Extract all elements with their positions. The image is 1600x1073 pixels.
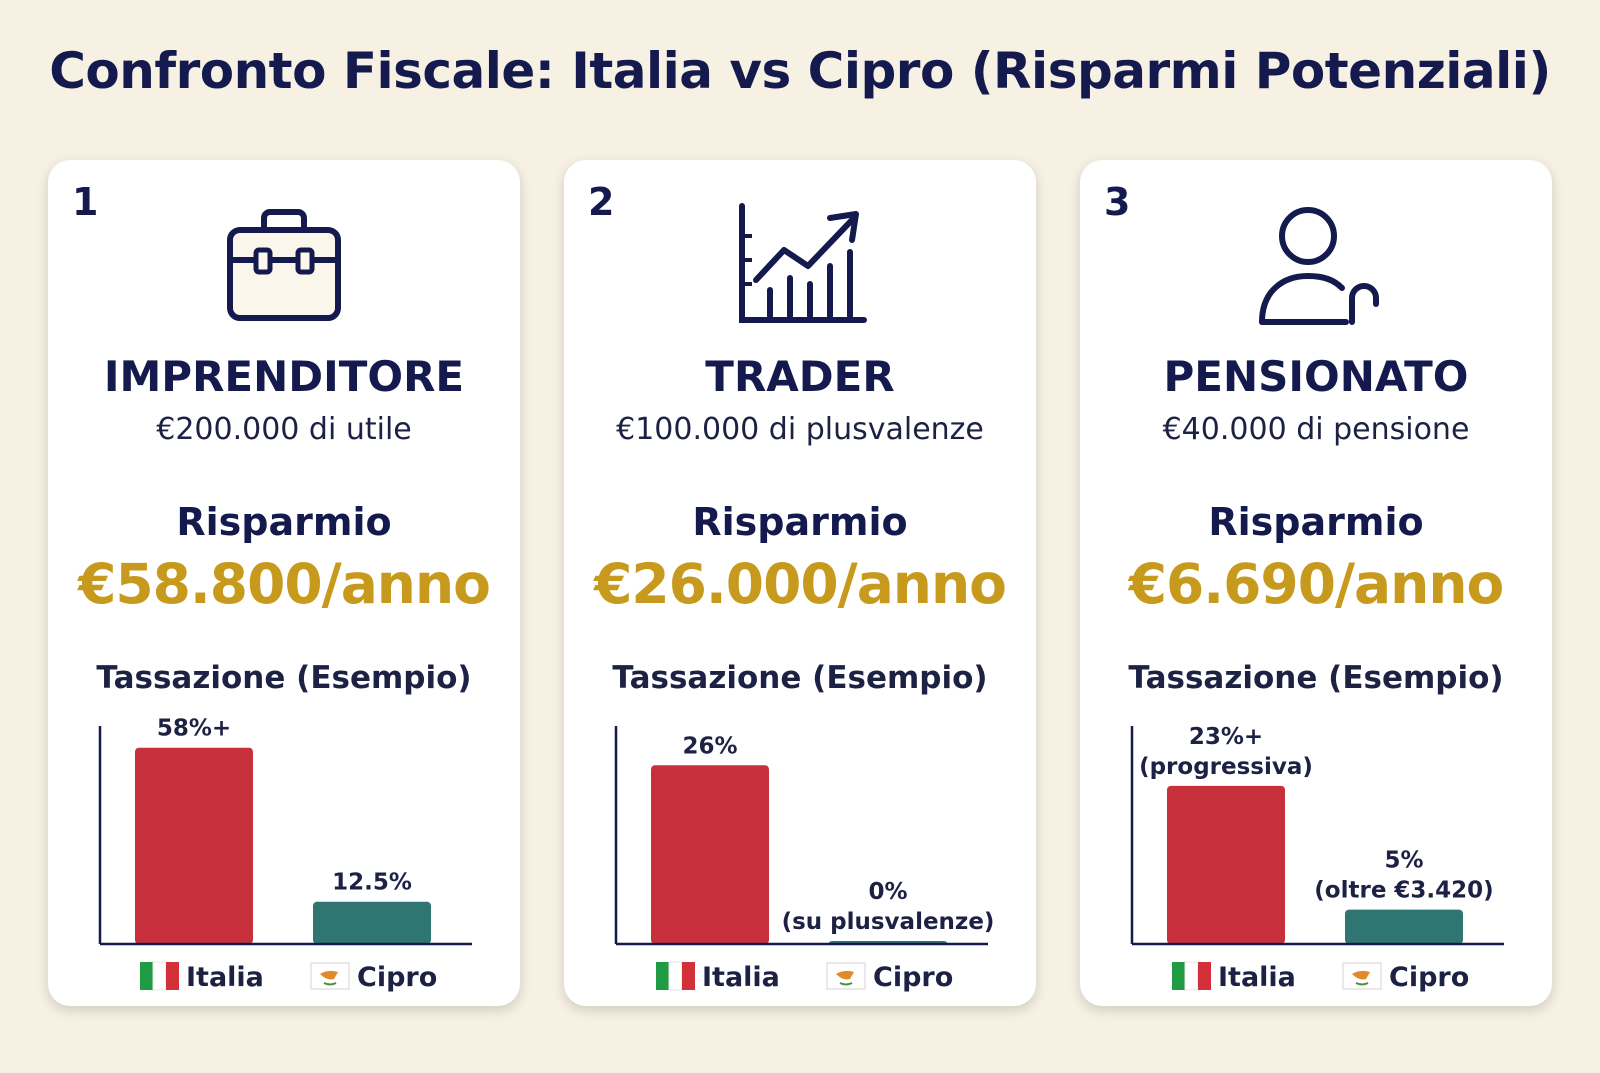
card-number: 1 — [72, 180, 99, 224]
chart-title: Tassazione (Esempio) — [96, 660, 472, 696]
page-title: Confronto Fiscale: Italia vs Cipro (Risp… — [49, 42, 1551, 100]
bar-value-label: 26% — [682, 733, 737, 759]
legend-label-italia: Italia — [702, 962, 780, 993]
saving-value: €58.800/anno — [78, 552, 491, 616]
legend-label-cipro: Cipro — [1389, 962, 1469, 993]
bar-value-label: 12.5% — [332, 870, 412, 896]
card-title: IMPRENDITORE — [103, 352, 465, 401]
cyprus-flag-icon — [310, 962, 350, 990]
saving-label: Risparmio — [1208, 500, 1424, 544]
legend-label-italia: Italia — [186, 962, 264, 993]
briefcase-icon — [214, 200, 354, 330]
bar-value-label: (su plusvalenze) — [782, 909, 995, 935]
tax-bar-chart: 58%+ 12.5% Italia Cipro — [98, 716, 472, 993]
tax-chart: 58%+ 12.5% Italia Cipro — [48, 700, 520, 1006]
trend-chart-icon — [730, 200, 870, 330]
bar-cipro — [313, 901, 431, 944]
person-icon — [1246, 200, 1386, 330]
chart-title: Tassazione (Esempio) — [1128, 660, 1504, 696]
card-subtitle: €100.000 di plusvalenze — [616, 412, 984, 447]
bar-italia — [651, 765, 769, 944]
saving-label: Risparmio — [692, 500, 908, 544]
card-subtitle: €40.000 di pensione — [1162, 412, 1470, 447]
card-title: TRADER — [705, 352, 895, 401]
bar-value-label: 5% — [1384, 848, 1423, 874]
card-trader: 2 TRADER €100.000 di plusvalenze Risparm… — [564, 160, 1036, 1006]
italy-flag-icon — [1172, 961, 1211, 991]
card-number: 3 — [1104, 180, 1131, 224]
chart-title: Tassazione (Esempio) — [612, 660, 988, 696]
legend-label-cipro: Cipro — [357, 962, 437, 993]
tax-bar-chart: 23%+ (progressiva) 5% (oltre €3.420) Italia C… — [1130, 724, 1504, 993]
bar-value-label: 58%+ — [157, 716, 231, 742]
tax-bar-chart: 26% 0% (su plusvalenze) Italia Cipro — [614, 726, 995, 993]
bar-cipro — [1345, 909, 1463, 944]
card-title: PENSIONATO — [1163, 352, 1469, 401]
bar-value-label: 23%+ — [1189, 724, 1263, 750]
italy-flag-icon — [140, 961, 179, 991]
bar-value-label: 0% — [868, 879, 907, 905]
card-imprenditore: 1 IMPRENDITORE €200.000 di utile Risparm… — [48, 160, 520, 1006]
tax-chart: 23%+ (progressiva) 5% (oltre €3.420) Italia C… — [1080, 700, 1552, 1006]
card-pensionato: 3 PENSIONATO €40.000 di pensione Risparm… — [1080, 160, 1552, 1006]
bar-italia — [135, 747, 253, 944]
saving-value: €26.000/anno — [594, 552, 1007, 616]
legend-label-italia: Italia — [1218, 962, 1296, 993]
bar-italia — [1167, 785, 1285, 944]
saving-label: Risparmio — [176, 500, 392, 544]
legend-label-cipro: Cipro — [873, 962, 953, 993]
bar-value-label: (oltre €3.420) — [1314, 878, 1493, 904]
cyprus-flag-icon — [1342, 962, 1382, 990]
card-subtitle: €200.000 di utile — [156, 412, 412, 447]
cyprus-flag-icon — [826, 962, 866, 990]
card-number: 2 — [588, 180, 615, 224]
tax-chart: 26% 0% (su plusvalenze) Italia Cipro — [564, 700, 1036, 1006]
italy-flag-icon — [656, 961, 695, 991]
bar-value-label: (progressiva) — [1139, 754, 1313, 780]
saving-value: €6.690/anno — [1128, 552, 1505, 616]
